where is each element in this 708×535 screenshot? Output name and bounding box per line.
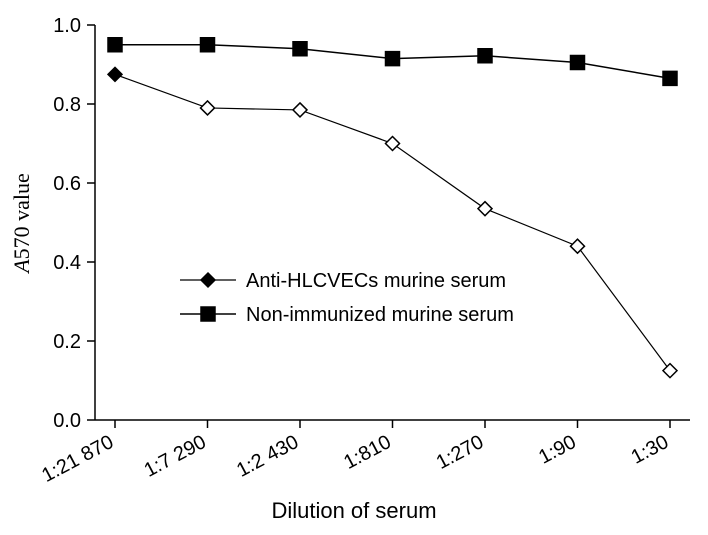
series-marker [571, 56, 585, 70]
y-tick-label: 0.2 [53, 331, 81, 353]
chart-container: 0.00.20.40.60.81.01:21 8701:7 2901:2 430… [0, 0, 708, 535]
y-tick-label: 1.0 [53, 15, 81, 37]
line-chart: 0.00.20.40.60.81.01:21 8701:7 2901:2 430… [0, 0, 708, 535]
legend-label: Anti-HLCVECs murine serum [246, 270, 506, 292]
series-marker [663, 71, 677, 85]
y-tick-label: 0.6 [53, 173, 81, 195]
series-marker [478, 49, 492, 63]
series-marker [386, 52, 400, 66]
y-tick-label: 0.4 [53, 252, 81, 274]
series-marker [108, 38, 122, 52]
y-axis-label: A570 value [9, 173, 35, 273]
legend-label: Non-immunized murine serum [246, 304, 514, 326]
x-axis-label: Dilution of serum [0, 498, 708, 524]
series-marker [293, 42, 307, 56]
y-tick-label: 0.8 [53, 94, 81, 116]
series-marker [201, 38, 215, 52]
y-tick-label: 0.0 [53, 410, 81, 432]
